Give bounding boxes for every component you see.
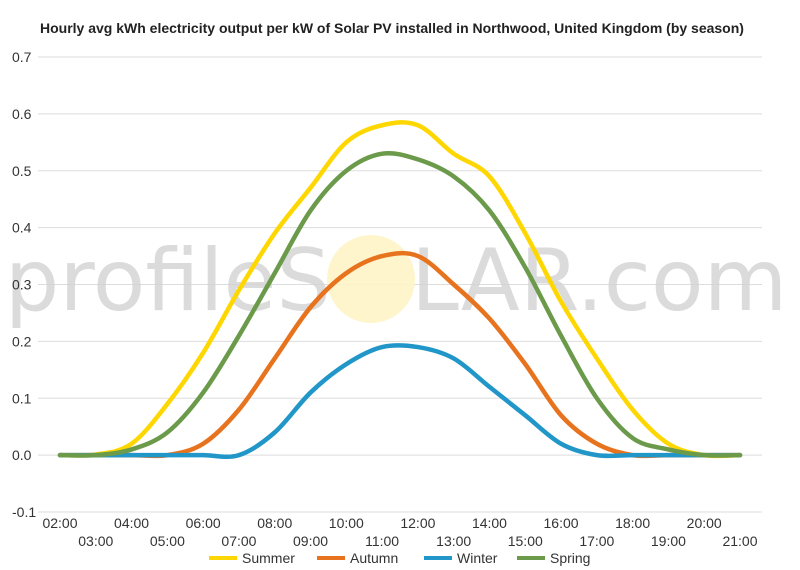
- watermark-sun-icon: [327, 235, 415, 323]
- x-tick-label: 18:00: [615, 515, 650, 531]
- watermark: profileS LAR.com: [5, 231, 788, 331]
- x-tick-label: 02:00: [42, 515, 77, 531]
- x-tick-label: 12:00: [400, 515, 435, 531]
- x-tick-label: 04:00: [114, 515, 149, 531]
- x-tick-label: 05:00: [150, 533, 185, 549]
- y-tick-label: 0.6: [12, 106, 32, 122]
- legend-label-spring: Spring: [550, 550, 590, 566]
- x-tick-label: 08:00: [257, 515, 292, 531]
- x-tick-label: 16:00: [544, 515, 579, 531]
- x-tick-label: 11:00: [365, 533, 399, 549]
- x-tick-label: 06:00: [186, 515, 221, 531]
- y-tick-label: 0.1: [12, 390, 32, 406]
- y-tick-label: 0.4: [12, 220, 32, 236]
- legend: Summer Autumn Winter Spring: [209, 550, 590, 566]
- y-tick-label: -0.1: [12, 504, 36, 520]
- x-axis: 02:0003:0004:0005:0006:0007:0008:0009:00…: [42, 515, 757, 549]
- series-line-winter: [57, 343, 743, 460]
- watermark-right: LAR.com: [411, 231, 787, 331]
- x-tick-label: 10:00: [329, 515, 364, 531]
- y-tick-label: 0.7: [12, 49, 32, 65]
- y-tick-label: 0.5: [12, 163, 32, 179]
- x-tick-label: 14:00: [472, 515, 507, 531]
- x-tick-label: 19:00: [651, 533, 686, 549]
- x-tick-label: 13:00: [436, 533, 471, 549]
- x-tick-label: 15:00: [508, 533, 543, 549]
- x-tick-label: 03:00: [78, 533, 113, 549]
- y-tick-label: 0.3: [12, 277, 32, 293]
- legend-label-autumn: Autumn: [350, 550, 398, 566]
- x-tick-label: 07:00: [221, 533, 256, 549]
- chart-title: Hourly avg kWh electricity output per kW…: [40, 20, 744, 36]
- legend-label-summer: Summer: [242, 550, 295, 566]
- series-line-spring: [57, 150, 743, 458]
- legend-label-winter: Winter: [457, 550, 498, 566]
- series-line-summer: [57, 120, 743, 459]
- series-lines: [57, 120, 743, 460]
- x-tick-label: 21:00: [722, 533, 757, 549]
- y-tick-label: 0.2: [12, 333, 32, 349]
- x-tick-label: 20:00: [687, 515, 722, 531]
- y-tick-label: 0.0: [12, 447, 32, 463]
- x-tick-label: 17:00: [579, 533, 614, 549]
- y-axis: -0.1 0.0 0.1 0.2 0.3 0.4 0.5 0.6 0.7: [12, 49, 36, 520]
- watermark-left: profileS: [5, 231, 331, 331]
- x-tick-label: 09:00: [293, 533, 328, 549]
